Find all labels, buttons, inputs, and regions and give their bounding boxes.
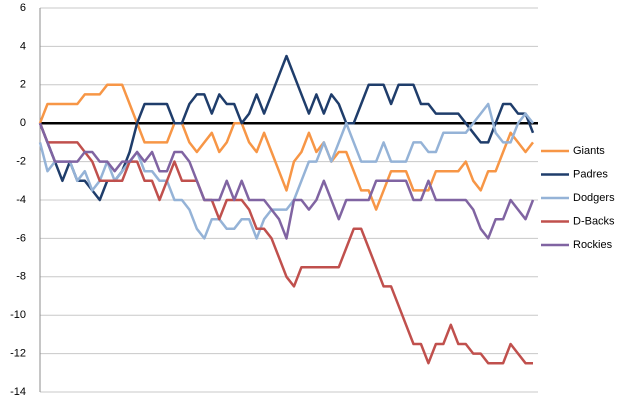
y-tick-label: -8 [16,271,26,283]
legend-label: Dodgers [573,192,615,204]
legend-label: D-Backs [573,215,615,227]
y-tick-label: -6 [16,232,26,244]
y-tick-label: -14 [10,386,26,398]
legend-label: Rockies [573,239,613,251]
y-tick-label: -4 [16,194,26,206]
y-tick-label: -2 [16,156,26,168]
series-line [38,83,534,211]
series-line [38,102,534,240]
series-line [38,122,533,365]
series-line [38,122,535,240]
y-tick-label: -10 [10,309,26,321]
legend-label: Padres [573,168,608,180]
y-tick-label: 4 [20,40,26,52]
y-tick-label: 6 [20,2,26,14]
legend-label: Giants [573,145,605,157]
y-tick-label: 2 [20,79,26,91]
y-tick-label: 0 [20,117,26,129]
y-tick-label: -12 [10,348,26,360]
